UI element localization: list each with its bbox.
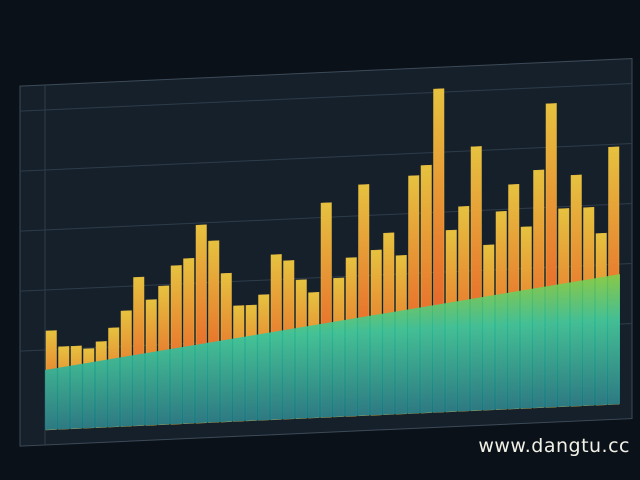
watermark: www.dangtu.cc (478, 435, 630, 457)
band (45, 274, 620, 430)
panel (19, 58, 633, 447)
